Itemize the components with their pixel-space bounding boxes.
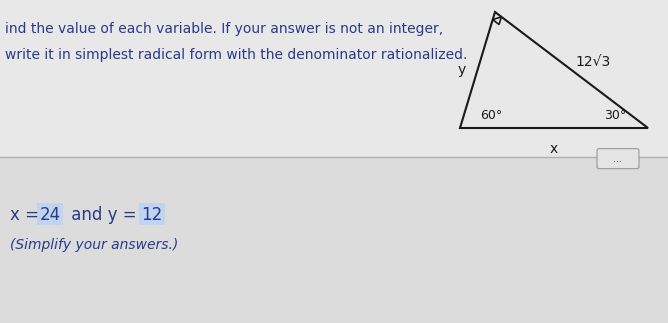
Text: 24: 24 bbox=[39, 206, 61, 224]
FancyBboxPatch shape bbox=[37, 203, 63, 225]
Text: y: y bbox=[458, 63, 466, 77]
Bar bbox=[0, 157, 668, 323]
Text: write it in simplest radical form with the denominator rationalized.: write it in simplest radical form with t… bbox=[5, 48, 468, 62]
Text: (Simplify your answers.): (Simplify your answers.) bbox=[10, 238, 178, 252]
Text: 30°: 30° bbox=[604, 109, 626, 122]
FancyBboxPatch shape bbox=[139, 203, 165, 225]
Text: x =: x = bbox=[10, 206, 44, 224]
Text: ...: ... bbox=[613, 154, 623, 164]
Text: 60°: 60° bbox=[480, 109, 502, 122]
Text: x: x bbox=[550, 142, 558, 156]
Text: ind the value of each variable. If your answer is not an integer,: ind the value of each variable. If your … bbox=[5, 22, 443, 36]
Text: 12√3: 12√3 bbox=[576, 55, 611, 69]
FancyBboxPatch shape bbox=[597, 149, 639, 169]
Bar bbox=[0, 0, 668, 157]
Text: 12: 12 bbox=[142, 206, 162, 224]
Text: and y =: and y = bbox=[66, 206, 142, 224]
